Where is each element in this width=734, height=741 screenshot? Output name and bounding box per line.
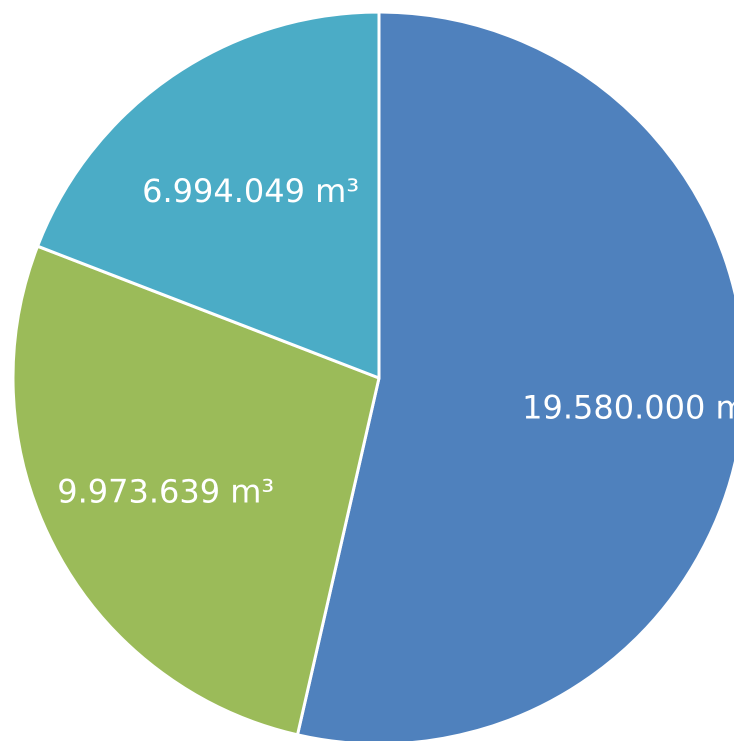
pie-data-label-3: 6.994.049 m³ bbox=[142, 172, 359, 210]
pie-data-label-2: 9.973.639 m³ bbox=[57, 472, 274, 510]
pie-slice-2 bbox=[11, 244, 381, 737]
pie-data-labels: 19.580.000 m³ 9.973.639 m³ 6.994.049 m³ bbox=[57, 172, 734, 511]
pie-slice-1 bbox=[296, 10, 734, 741]
pie-data-label-1: 19.580.000 m³ bbox=[522, 389, 734, 427]
pie-slices bbox=[11, 10, 734, 741]
pie-slice-3 bbox=[36, 10, 381, 380]
